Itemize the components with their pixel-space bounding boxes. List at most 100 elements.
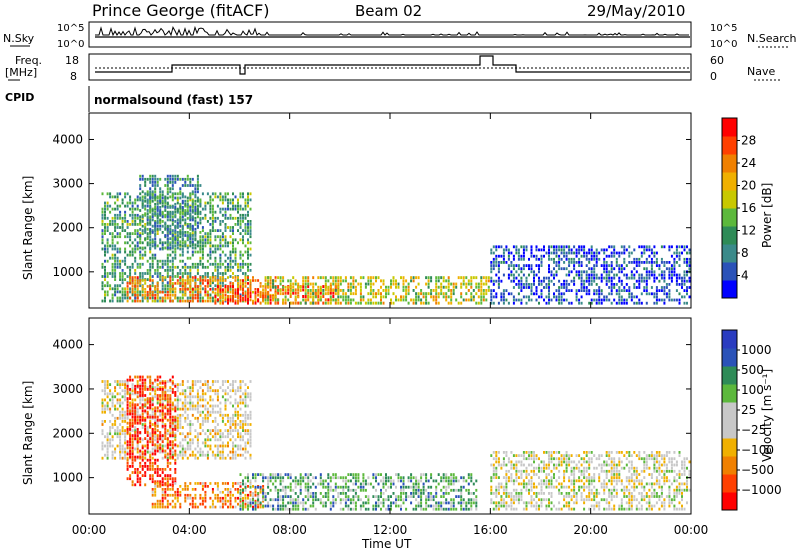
velocity-cell (254, 493, 257, 497)
power-cell (392, 276, 395, 280)
velocity-cell (136, 440, 139, 444)
velocity-cell (101, 447, 104, 451)
power-cell (216, 279, 219, 282)
power-cell (161, 243, 164, 247)
velocity-cell (186, 456, 189, 460)
power-cell (171, 198, 174, 202)
velocity-cell (184, 453, 187, 457)
power-cell (525, 248, 528, 252)
power-cell (141, 202, 144, 206)
velocity-cell (164, 455, 167, 459)
velocity-cell (139, 415, 142, 419)
power-cell (119, 210, 122, 214)
power-cell (174, 207, 177, 211)
power-cell (279, 282, 282, 286)
power-cell (149, 209, 152, 212)
velocity-cell (196, 450, 199, 454)
power-cell (440, 282, 443, 286)
velocity-cell (201, 485, 204, 488)
velocity-cell (166, 432, 169, 436)
power-cell (239, 296, 242, 300)
power-cell (553, 283, 555, 286)
velocity-cell (169, 483, 172, 487)
power-cell (334, 282, 337, 286)
power-cell (141, 220, 144, 223)
power-cell (555, 254, 558, 258)
velocity-cell (247, 416, 249, 420)
power-cell (139, 262, 142, 266)
power-cell (126, 232, 129, 235)
power-cell (196, 272, 199, 275)
power-cell (593, 292, 596, 296)
velocity-cell (282, 501, 285, 505)
power-cell (630, 261, 633, 264)
power-cell (490, 276, 493, 280)
velocity-cell (219, 438, 222, 442)
velocity-cell (131, 429, 134, 432)
power-cell (269, 279, 272, 282)
velocity-cell (214, 496, 217, 500)
velocity-cell (156, 480, 159, 484)
power-cell (497, 267, 500, 271)
power-cell (119, 278, 122, 281)
power-cell (191, 218, 194, 222)
power-cell (563, 283, 566, 286)
power-cell (151, 229, 154, 232)
power-cell (114, 216, 117, 220)
power-cell (224, 198, 227, 202)
velocity-cell (169, 443, 172, 447)
velocity-cell (249, 380, 252, 383)
power-cell (227, 296, 229, 300)
power-cell (628, 295, 631, 299)
power-cell (154, 196, 157, 200)
power-cell (164, 269, 167, 272)
power-cell (548, 270, 550, 274)
velocity-cell (194, 505, 197, 509)
velocity-cell (224, 404, 227, 408)
power-cell (369, 301, 372, 305)
power-cell (558, 279, 561, 283)
velocity-cell (156, 482, 159, 485)
velocity-cell (216, 482, 219, 485)
velocity-cell (104, 435, 106, 439)
power-cell (675, 245, 678, 249)
power-cell (558, 257, 561, 261)
velocity-cell (126, 421, 129, 425)
power-cell (216, 229, 219, 232)
velocity-cell (219, 444, 222, 448)
velocity-cell (221, 482, 224, 485)
power-cell (209, 282, 212, 285)
velocity-cell (126, 409, 129, 413)
power-cell (502, 298, 505, 302)
power-cell (129, 213, 132, 217)
power-cell (201, 216, 204, 220)
power-cell (174, 177, 177, 181)
power-cell (144, 226, 147, 229)
power-cell (688, 295, 691, 299)
velocity-cell (149, 378, 152, 382)
power-cell (169, 282, 172, 285)
power-cell (179, 282, 182, 285)
power-cell (560, 248, 563, 252)
velocity-cell (101, 420, 104, 423)
velocity-cell (109, 398, 112, 402)
velocity-cell (121, 429, 124, 432)
power-cell (520, 257, 523, 261)
power-cell (517, 257, 520, 261)
power-cell (525, 283, 528, 286)
power-cell (610, 245, 613, 249)
velocity-cell (136, 403, 139, 407)
velocity-cell (244, 447, 247, 451)
power-cell (598, 295, 601, 299)
power-cell (136, 262, 139, 266)
velocity-cell (216, 488, 219, 491)
velocity-cell (169, 461, 172, 465)
power-cell (585, 270, 588, 274)
power-cell (578, 289, 581, 292)
power-cell (201, 226, 204, 229)
power-cell (405, 285, 408, 289)
power-cell (367, 276, 370, 280)
power-cell (593, 298, 596, 302)
power-cell (668, 248, 671, 252)
freq-panel (88, 53, 692, 81)
